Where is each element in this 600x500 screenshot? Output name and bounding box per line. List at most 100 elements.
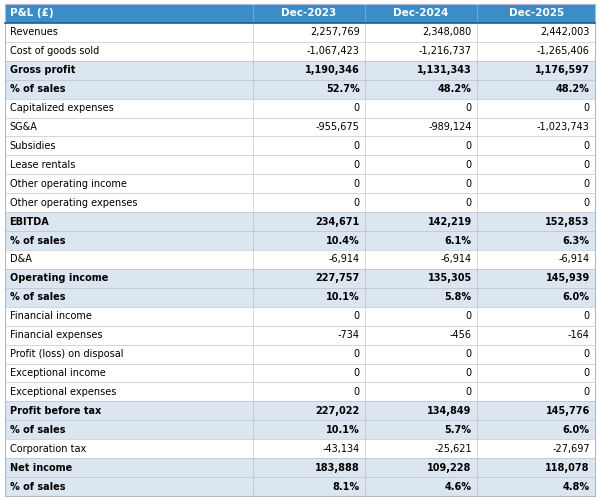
Text: % of sales: % of sales bbox=[10, 84, 65, 94]
Bar bbox=[253, 458, 365, 477]
Text: 0: 0 bbox=[466, 368, 472, 378]
Text: 2,442,003: 2,442,003 bbox=[541, 28, 590, 38]
Text: 0: 0 bbox=[466, 311, 472, 321]
Bar bbox=[253, 118, 365, 137]
Bar bbox=[253, 250, 365, 269]
Text: 48.2%: 48.2% bbox=[556, 84, 590, 94]
Bar bbox=[365, 364, 477, 382]
Bar bbox=[5, 420, 253, 439]
Bar bbox=[253, 212, 365, 231]
Bar bbox=[253, 61, 365, 80]
Bar bbox=[5, 344, 253, 364]
Text: 8.1%: 8.1% bbox=[332, 482, 359, 492]
Bar bbox=[477, 193, 595, 212]
Text: 0: 0 bbox=[353, 103, 359, 113]
Bar bbox=[253, 80, 365, 98]
Text: -955,675: -955,675 bbox=[316, 122, 359, 132]
Text: 10.1%: 10.1% bbox=[326, 425, 359, 435]
Text: 10.1%: 10.1% bbox=[326, 292, 359, 302]
Bar bbox=[253, 231, 365, 250]
Bar bbox=[477, 307, 595, 326]
Text: Exceptional income: Exceptional income bbox=[10, 368, 106, 378]
Bar bbox=[477, 326, 595, 344]
Text: 227,022: 227,022 bbox=[315, 406, 359, 416]
Text: 0: 0 bbox=[584, 179, 590, 189]
Text: 0: 0 bbox=[353, 311, 359, 321]
Bar bbox=[365, 288, 477, 307]
Bar bbox=[5, 193, 253, 212]
Text: EBITDA: EBITDA bbox=[10, 216, 49, 226]
Text: -1,067,423: -1,067,423 bbox=[307, 46, 359, 56]
Bar bbox=[365, 382, 477, 402]
Text: Dec-2023: Dec-2023 bbox=[281, 8, 337, 18]
Bar bbox=[5, 212, 253, 231]
Bar bbox=[5, 118, 253, 137]
Bar bbox=[365, 80, 477, 98]
Bar bbox=[477, 98, 595, 117]
Text: 183,888: 183,888 bbox=[315, 462, 359, 472]
Bar bbox=[253, 98, 365, 117]
Text: 0: 0 bbox=[353, 160, 359, 170]
Bar bbox=[253, 42, 365, 61]
Text: 0: 0 bbox=[353, 349, 359, 359]
Bar bbox=[477, 344, 595, 364]
Text: Gross profit: Gross profit bbox=[10, 65, 75, 75]
Text: % of sales: % of sales bbox=[10, 236, 65, 246]
Text: -6,914: -6,914 bbox=[440, 254, 472, 264]
Text: 5.8%: 5.8% bbox=[445, 292, 472, 302]
Text: D&A: D&A bbox=[10, 254, 31, 264]
Text: P&L (£): P&L (£) bbox=[10, 8, 53, 18]
Bar bbox=[365, 4, 477, 23]
Text: Net income: Net income bbox=[10, 462, 72, 472]
Bar bbox=[477, 269, 595, 288]
Bar bbox=[5, 307, 253, 326]
Bar bbox=[253, 288, 365, 307]
Bar bbox=[365, 307, 477, 326]
Text: 0: 0 bbox=[466, 160, 472, 170]
Bar bbox=[5, 458, 253, 477]
Text: 0: 0 bbox=[353, 141, 359, 151]
Bar bbox=[365, 420, 477, 439]
Text: 0: 0 bbox=[466, 198, 472, 207]
Text: 4.8%: 4.8% bbox=[563, 482, 590, 492]
Bar bbox=[365, 118, 477, 137]
Text: -6,914: -6,914 bbox=[559, 254, 590, 264]
Bar bbox=[253, 420, 365, 439]
Text: SG&A: SG&A bbox=[10, 122, 37, 132]
Text: 118,078: 118,078 bbox=[545, 462, 590, 472]
Bar bbox=[253, 439, 365, 458]
Text: Profit before tax: Profit before tax bbox=[10, 406, 101, 416]
Bar bbox=[5, 42, 253, 61]
Bar bbox=[477, 80, 595, 98]
Text: Dec-2024: Dec-2024 bbox=[394, 8, 449, 18]
Bar bbox=[253, 364, 365, 382]
Text: Other operating income: Other operating income bbox=[10, 179, 127, 189]
Bar bbox=[5, 174, 253, 193]
Text: 48.2%: 48.2% bbox=[438, 84, 472, 94]
Bar bbox=[477, 23, 595, 42]
Text: 2,257,769: 2,257,769 bbox=[310, 28, 359, 38]
Bar bbox=[253, 174, 365, 193]
Text: 109,228: 109,228 bbox=[427, 462, 472, 472]
Bar bbox=[365, 326, 477, 344]
Bar bbox=[365, 439, 477, 458]
Bar bbox=[365, 402, 477, 420]
Bar bbox=[253, 136, 365, 156]
Bar bbox=[477, 118, 595, 137]
Text: 152,853: 152,853 bbox=[545, 216, 590, 226]
Text: 234,671: 234,671 bbox=[315, 216, 359, 226]
Bar bbox=[253, 269, 365, 288]
Text: % of sales: % of sales bbox=[10, 292, 65, 302]
Text: 0: 0 bbox=[353, 179, 359, 189]
Text: 2,348,080: 2,348,080 bbox=[422, 28, 472, 38]
Bar bbox=[5, 439, 253, 458]
Text: Financial income: Financial income bbox=[10, 311, 91, 321]
Text: 0: 0 bbox=[353, 198, 359, 207]
Bar bbox=[5, 477, 253, 496]
Bar bbox=[477, 42, 595, 61]
Text: 0: 0 bbox=[353, 368, 359, 378]
Text: -6,914: -6,914 bbox=[328, 254, 359, 264]
Text: -1,265,406: -1,265,406 bbox=[537, 46, 590, 56]
Text: Financial expenses: Financial expenses bbox=[10, 330, 102, 340]
Text: -43,134: -43,134 bbox=[322, 444, 359, 454]
